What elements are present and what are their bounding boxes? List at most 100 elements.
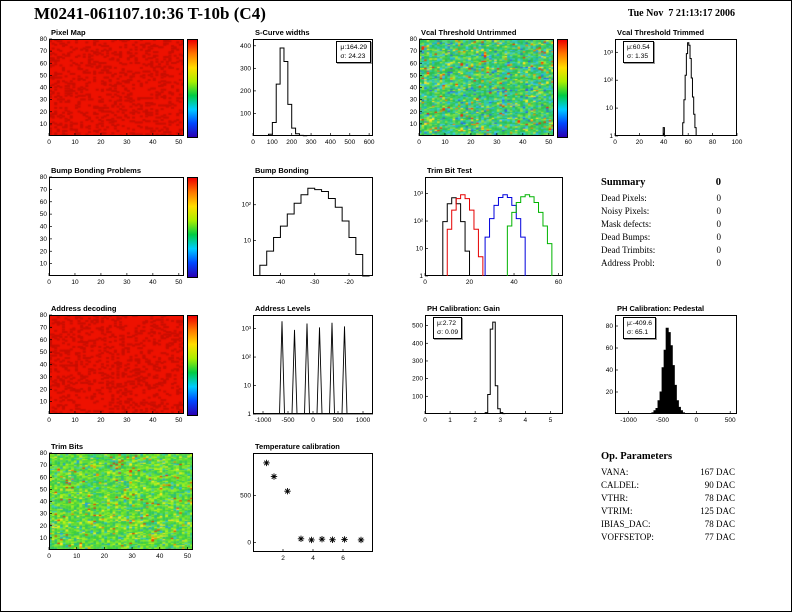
op-parameter-row: VANA: 167 DAC <box>601 466 735 479</box>
summary-row-label: Address Probl: <box>601 258 655 268</box>
svg-text:20: 20 <box>40 109 48 116</box>
svg-text:100: 100 <box>240 110 251 117</box>
svg-text:10: 10 <box>40 535 48 542</box>
svg-text:50: 50 <box>184 553 192 560</box>
svg-text:400: 400 <box>325 139 336 146</box>
vcal_untrimmed-title: Vcal Threshold Untrimmed <box>421 28 517 37</box>
svg-text:40: 40 <box>156 553 164 560</box>
svg-text:50: 50 <box>40 349 48 356</box>
svg-text:400: 400 <box>412 340 423 347</box>
svg-text:20: 20 <box>40 386 48 393</box>
svg-text:20: 20 <box>97 417 105 424</box>
bump_problems-title: Bump Bonding Problems <box>51 166 141 175</box>
svg-text:70: 70 <box>40 462 48 469</box>
svg-text:30: 30 <box>40 236 48 243</box>
svg-text:0: 0 <box>423 279 427 286</box>
vcal_untrimmed-figure: 0 10 20 30 40 50 10 20 30 40 50 60 70 80 <box>410 36 554 146</box>
svg-text:1: 1 <box>247 411 251 418</box>
trim_bit_test-title: Trim Bit Test <box>427 166 472 175</box>
svg-text:1000: 1000 <box>356 417 371 424</box>
svg-text:60: 60 <box>40 60 48 67</box>
svg-text:0: 0 <box>47 139 51 146</box>
svg-text:80: 80 <box>40 450 48 457</box>
svg-text:70: 70 <box>40 48 48 55</box>
summary-row-value: 0 <box>716 206 722 216</box>
svg-text:10: 10 <box>40 399 48 406</box>
svg-text:0: 0 <box>251 139 255 146</box>
svg-text:20: 20 <box>97 279 105 286</box>
svg-text:80: 80 <box>709 139 717 146</box>
svg-text:10: 10 <box>71 139 79 146</box>
summary-row-label: Mask defects: <box>601 219 652 229</box>
svg-text:10: 10 <box>416 246 424 253</box>
op-parameter-label: VANA: <box>601 467 629 477</box>
summary-row-label: Dead Pixels: <box>601 193 647 203</box>
op-parameter-row: VOFFSETOP: 77 DAC <box>601 531 735 544</box>
op-parameter-label: CALDEL: <box>601 480 639 490</box>
trim_bit_test-figure: 0 20 40 60 1 10 10² 10³ <box>414 177 563 286</box>
svg-text:40: 40 <box>40 499 48 506</box>
svg-text:-30: -30 <box>310 279 320 286</box>
panel-address-levels: -1000 -500 0 500 1000 1 10 10² 10³ Address Levels <box>227 303 381 427</box>
svg-text:50: 50 <box>410 72 418 79</box>
svg-text:400: 400 <box>240 43 251 50</box>
pixel_map-figure: 0 10 20 30 40 50 10 20 30 40 50 60 70 80 <box>40 36 184 146</box>
svg-text:100: 100 <box>267 139 278 146</box>
svg-text:10³: 10³ <box>242 326 252 333</box>
summary-row: Dead Pixels: 0 <box>601 192 721 205</box>
bump_bonding-title: Bump Bonding <box>255 166 309 175</box>
summary-row-label: Dead Trimbits: <box>601 245 656 255</box>
svg-text:-20: -20 <box>344 279 354 286</box>
svg-text:30: 30 <box>40 97 48 104</box>
svg-text:0: 0 <box>47 417 51 424</box>
svg-text:200: 200 <box>286 139 297 146</box>
svg-text:60: 60 <box>40 199 48 206</box>
op-parameters-block: Op. Parameters VANA: 167 DAC CALDEL: 90 DA… <box>601 451 735 544</box>
svg-text:-500: -500 <box>656 417 669 424</box>
svg-text:10³: 10³ <box>414 191 424 198</box>
op-parameter-row: VTHR: 78 DAC <box>601 492 735 505</box>
svg-text:80: 80 <box>40 312 48 319</box>
svg-text:10: 10 <box>244 237 252 244</box>
svg-text:40: 40 <box>40 224 48 231</box>
panel-temperature-calibration: 2 4 6 0 500 Temperature calibration <box>227 441 381 565</box>
summary-row-value: 0 <box>716 258 722 268</box>
svg-text:10²: 10² <box>414 218 424 225</box>
svg-text:10: 10 <box>71 279 79 286</box>
op-parameter-label: IBIAS_DAC: <box>601 519 651 529</box>
svg-text:40: 40 <box>149 279 157 286</box>
svg-text:50: 50 <box>175 279 183 286</box>
svg-text:100: 100 <box>732 139 743 146</box>
svg-text:0: 0 <box>247 540 251 547</box>
panel-s-curve-widths: 0 100 200 300 400 500 600 100 200 300 400 S-Curve w… <box>227 27 381 149</box>
svg-text:500: 500 <box>240 492 251 499</box>
svg-text:200: 200 <box>240 88 251 95</box>
svg-text:0: 0 <box>47 553 51 560</box>
svg-text:20: 20 <box>40 523 48 530</box>
summary-row-value: 0 <box>716 245 722 255</box>
op-parameter-value: 77 DAC <box>704 532 735 542</box>
panel-ph-calibration-pedestal: -1000 -500 0 500 20 40 60 80 PH Calibration: Ped… <box>589 303 745 427</box>
svg-text:20: 20 <box>467 139 475 146</box>
temp_cal-title: Temperature calibration <box>255 442 340 451</box>
op-parameter-value: 125 DAC <box>700 506 735 516</box>
svg-text:4: 4 <box>524 417 528 424</box>
svg-text:40: 40 <box>40 362 48 369</box>
svg-text:-40: -40 <box>276 279 286 286</box>
svg-text:60: 60 <box>410 60 418 67</box>
bump_problems-map <box>49 177 184 276</box>
svg-text:500: 500 <box>333 417 344 424</box>
svg-text:30: 30 <box>410 97 418 104</box>
ph_pedestal-stats: μ:-409.6 σ: 65.1 <box>623 317 657 340</box>
ph_gain-stats: μ:2.72 σ: 0.09 <box>433 317 463 340</box>
svg-text:10: 10 <box>40 261 48 268</box>
svg-text:50: 50 <box>545 139 553 146</box>
svg-text:500: 500 <box>412 323 423 330</box>
svg-text:0: 0 <box>47 279 51 286</box>
svg-text:40: 40 <box>410 85 418 92</box>
svg-text:30: 30 <box>493 139 501 146</box>
s_curve_widths-stats: μ:164.29 σ: 24.23 <box>336 41 371 64</box>
panel-vcal-threshold-untrimmed: 0 10 20 30 40 50 10 20 30 40 50 60 70 80 Vcal Threshol… <box>399 27 571 149</box>
svg-text:-1000: -1000 <box>255 417 272 424</box>
svg-text:80: 80 <box>40 36 48 43</box>
